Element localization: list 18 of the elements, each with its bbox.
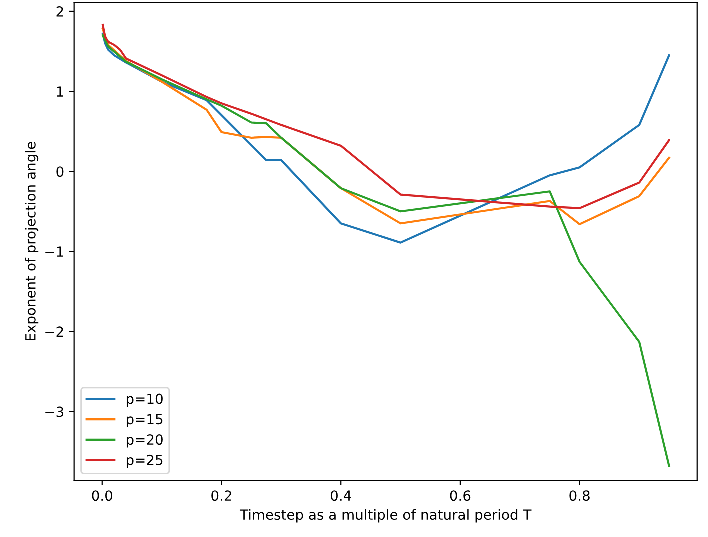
y-axis-title: Exponent of projection angle (25, 142, 39, 340)
y-tick-label: 2 (56, 6, 64, 17)
y-tick-label: 1 (57, 86, 64, 97)
legend-label: p=15 (126, 414, 163, 428)
legend-label: p=25 (126, 454, 163, 468)
line-series (102, 34, 670, 468)
x-axis-title: Timestep as a multiple of natural period T (240, 509, 532, 523)
x-tick-label: 0.6 (450, 490, 471, 502)
y-tick-label: −2 (46, 326, 64, 337)
y-tick-label: −1 (46, 246, 64, 257)
legend-label: p=10 (126, 394, 163, 407)
x-tick-label: 0.8 (570, 490, 590, 502)
x-tick-label: 0.2 (212, 490, 232, 502)
legend-label: p=20 (126, 434, 163, 448)
y-tick-label: −3 (46, 406, 64, 418)
x-tick-label: 0.0 (92, 490, 113, 502)
x-tick-label: 0.4 (330, 490, 352, 502)
y-tick-label: 0 (56, 166, 64, 178)
